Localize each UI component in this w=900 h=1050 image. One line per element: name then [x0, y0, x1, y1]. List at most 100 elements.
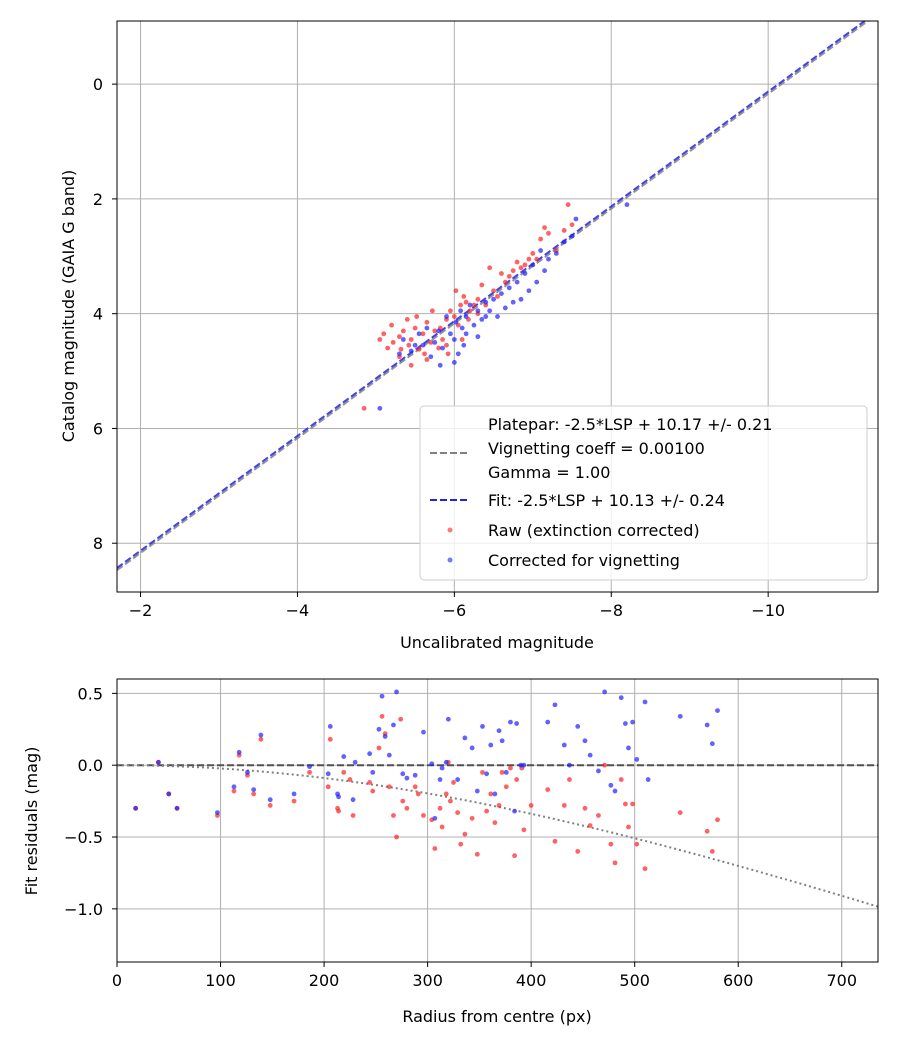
data-point	[215, 810, 220, 815]
data-point	[546, 256, 551, 262]
data-point	[522, 262, 528, 268]
data-point	[503, 784, 509, 790]
data-point	[231, 784, 237, 790]
data-point	[428, 339, 434, 345]
data-point	[538, 248, 544, 253]
data-point	[487, 265, 493, 271]
data-point	[429, 308, 435, 314]
data-point	[634, 841, 640, 847]
data-point	[709, 848, 715, 854]
data-point	[421, 813, 426, 818]
data-point	[645, 777, 651, 782]
data-point	[376, 745, 382, 751]
data-point	[436, 345, 442, 351]
data-point	[642, 699, 648, 705]
data-point	[451, 337, 457, 342]
data-point	[474, 788, 480, 794]
x-tick-label: 0	[112, 971, 122, 990]
x-tick-label: −6	[443, 601, 467, 620]
data-point	[530, 262, 536, 268]
data-point	[443, 791, 449, 797]
data-point	[412, 784, 418, 790]
data-point	[421, 729, 426, 735]
data-point	[488, 742, 494, 748]
data-point	[709, 741, 715, 747]
data-point	[341, 769, 347, 775]
data-point	[499, 291, 504, 296]
data-point	[415, 791, 421, 797]
data-point	[463, 331, 469, 337]
y-tick-label: 6	[93, 419, 103, 438]
data-point	[634, 757, 640, 762]
data-point	[382, 734, 388, 739]
data-point	[567, 762, 572, 768]
data-point	[715, 817, 720, 823]
top-y-axis-label: Catalog magnitude (GAIA G band)	[59, 170, 78, 442]
legend-entry-raw: Raw (extinction corrected)	[488, 521, 700, 540]
data-point	[379, 713, 385, 719]
data-point	[608, 782, 614, 788]
data-point	[582, 738, 588, 744]
legend-entry-fit: Fit: -2.5*LSP + 10.13 +/- 0.24	[488, 491, 725, 510]
data-point	[461, 294, 467, 299]
data-point	[432, 815, 438, 821]
data-point	[429, 761, 435, 767]
data-point	[437, 805, 443, 811]
data-point	[394, 834, 399, 840]
data-point	[526, 288, 532, 294]
data-point	[424, 357, 430, 362]
data-point	[416, 346, 422, 352]
bottom-axes-frame	[116, 678, 879, 963]
data-point	[440, 345, 445, 351]
x-tick-label: 200	[309, 971, 340, 990]
data-point	[377, 337, 383, 342]
data-point	[443, 759, 449, 765]
data-point	[622, 801, 628, 807]
data-point	[546, 230, 551, 236]
data-point	[512, 853, 517, 859]
data-point	[391, 813, 396, 818]
data-point	[412, 325, 418, 331]
data-point	[267, 797, 273, 803]
data-point	[510, 268, 516, 274]
fit-line	[117, 21, 867, 569]
data-point	[704, 828, 710, 834]
data-point	[561, 239, 567, 245]
data-point	[397, 334, 402, 340]
data-point	[475, 334, 481, 340]
data-point	[325, 771, 331, 777]
data-point	[499, 769, 505, 775]
y-tick-label: 0.5	[78, 684, 103, 703]
data-point	[463, 314, 469, 319]
x-tick-label: 300	[412, 971, 443, 990]
data-point	[459, 337, 465, 342]
data-point	[432, 328, 438, 334]
data-point	[499, 271, 504, 276]
data-point	[424, 319, 430, 325]
data-point	[400, 798, 406, 804]
top-fit-lines	[117, 21, 870, 572]
data-point	[432, 846, 438, 851]
data-point	[307, 764, 312, 770]
data-point	[453, 288, 459, 294]
data-point	[432, 339, 438, 345]
data-point	[267, 803, 273, 808]
bottom-chart: 0 100 200 300 400 500 600 700 0.5 0.0 −0.5 −1.0 Rad…	[22, 678, 879, 1026]
data-point	[567, 777, 572, 782]
x-tick-label: −4	[286, 601, 310, 620]
data-point	[587, 752, 593, 758]
data-point	[436, 328, 442, 334]
data-point	[422, 351, 427, 357]
top-scatter-points	[361, 202, 630, 411]
data-point	[350, 813, 356, 818]
data-point	[575, 724, 581, 729]
y-tick-label: 8	[93, 534, 103, 553]
data-point	[406, 342, 412, 348]
data-point	[336, 794, 341, 800]
data-point	[236, 749, 242, 755]
data-point	[350, 797, 356, 803]
data-point	[400, 771, 406, 777]
data-point	[458, 302, 464, 308]
data-point	[258, 736, 264, 742]
data-point	[475, 308, 481, 314]
